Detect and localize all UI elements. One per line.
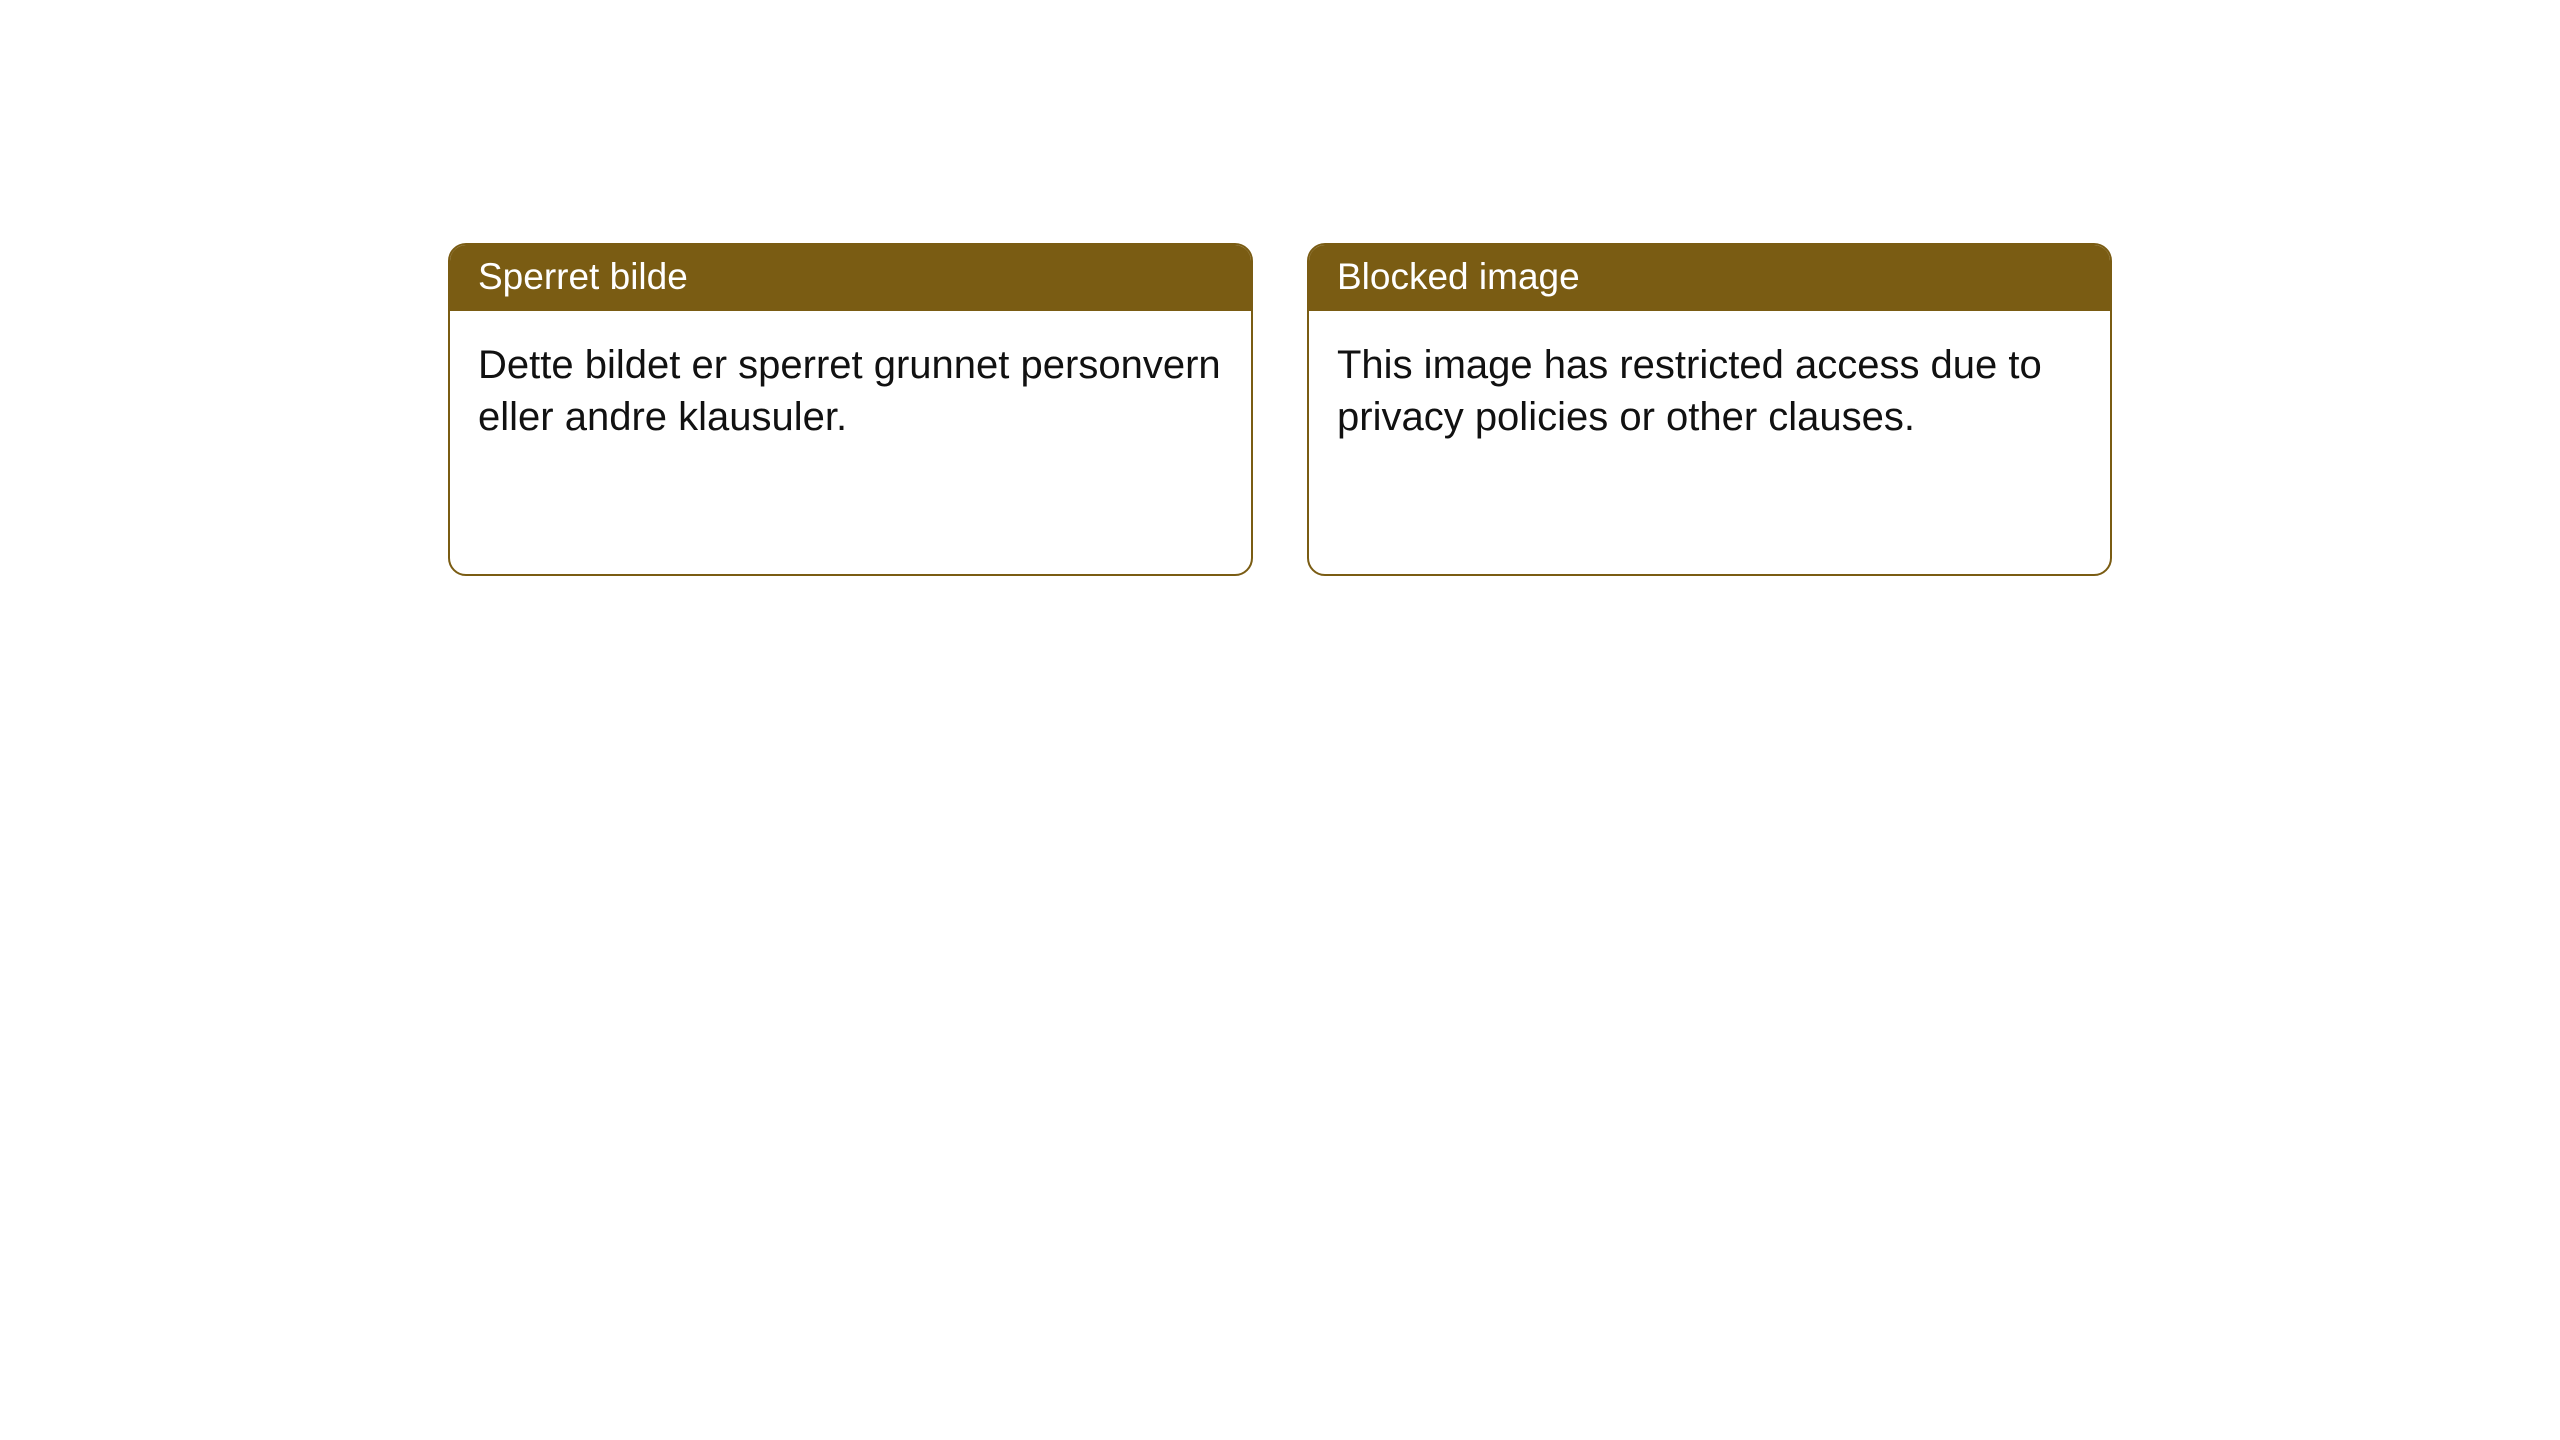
notice-card-en: Blocked image This image has restricted … [1307,243,2112,576]
card-title-no: Sperret bilde [450,245,1251,311]
notice-container: Sperret bilde Dette bildet er sperret gr… [0,0,2560,576]
card-title-en: Blocked image [1309,245,2110,311]
card-body-en: This image has restricted access due to … [1309,311,2110,443]
notice-card-no: Sperret bilde Dette bildet er sperret gr… [448,243,1253,576]
card-body-no: Dette bildet er sperret grunnet personve… [450,311,1251,443]
